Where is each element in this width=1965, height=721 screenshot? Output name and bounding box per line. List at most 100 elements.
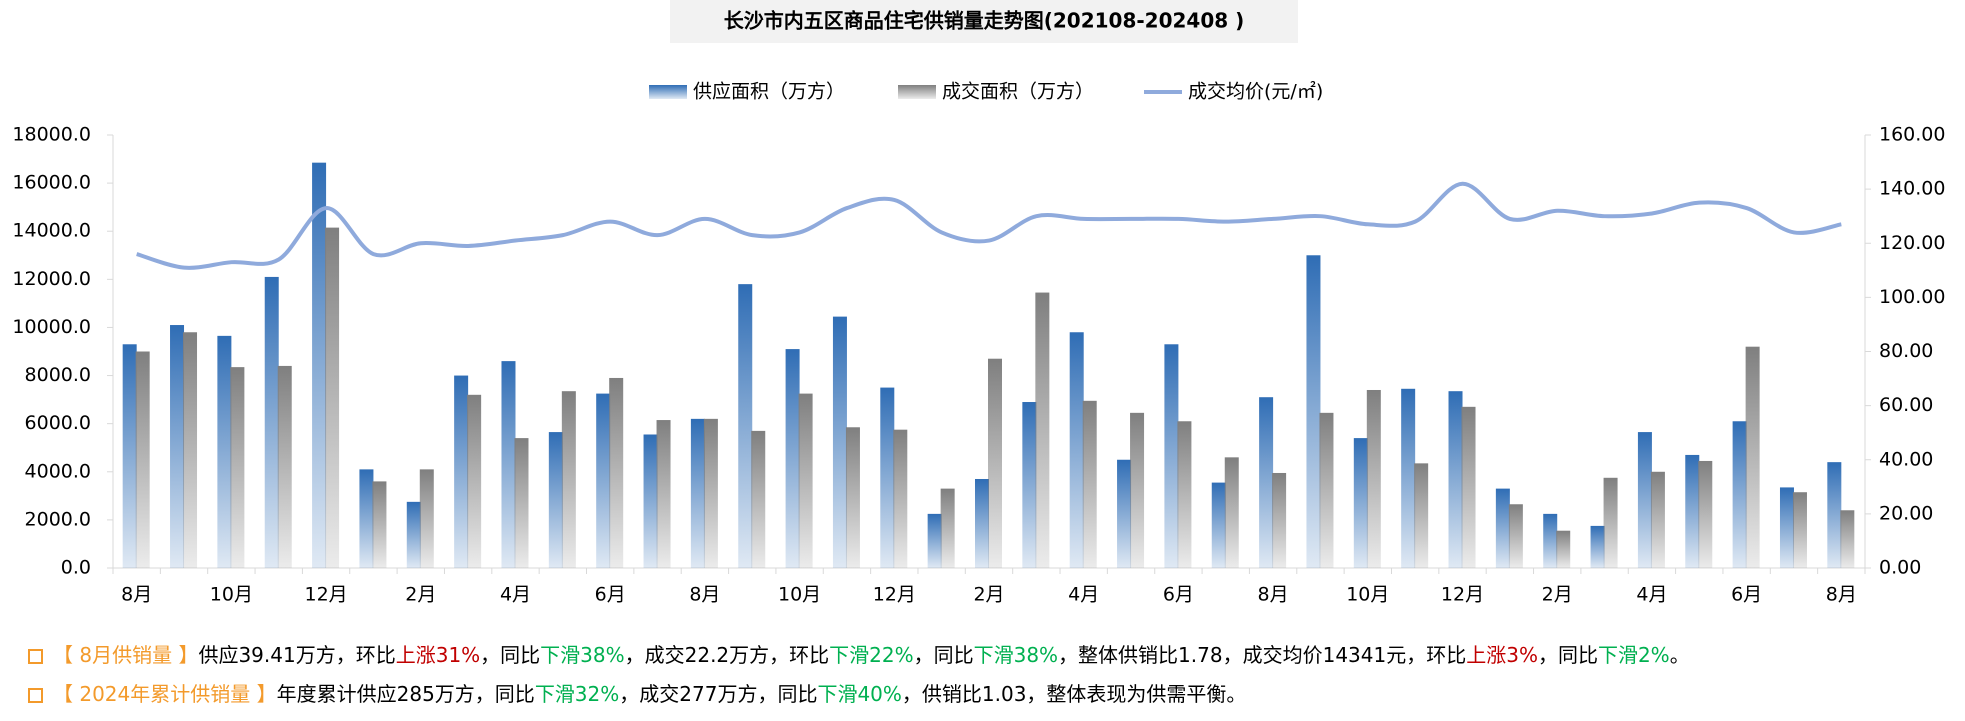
price-line	[136, 181, 1842, 270]
bar	[1211, 482, 1226, 568]
bar	[975, 478, 989, 568]
x-tick-label: 4月	[1068, 584, 1099, 606]
bar	[264, 276, 279, 568]
y-tick-label: 16000.0	[12, 172, 91, 194]
x-tick-label: 12月	[304, 584, 347, 606]
bar	[1272, 472, 1287, 568]
bar	[1732, 421, 1747, 568]
y2-tick-label: 120.00	[1879, 232, 1945, 254]
x-tick-label: 12月	[1441, 584, 1484, 606]
bar	[1035, 292, 1050, 568]
bar	[1401, 388, 1416, 568]
note-text: ，同比	[913, 643, 974, 667]
bar	[845, 427, 860, 568]
x-tick-label: 2月	[405, 584, 436, 606]
y-tick-label: 12000.0	[12, 268, 91, 290]
note-text: 【 2024年累计供销量 】	[53, 682, 277, 706]
bar	[1637, 432, 1652, 568]
bar	[170, 325, 185, 568]
bar	[312, 162, 327, 569]
note-text: ，同比	[1537, 643, 1598, 667]
x-tick-label: 8月	[1258, 584, 1289, 606]
bar	[359, 469, 374, 568]
y2-tick-label: 0.00	[1879, 557, 1921, 579]
bar	[217, 335, 232, 568]
bar	[1448, 391, 1463, 568]
y2-tick-label: 20.00	[1879, 502, 1933, 524]
bar	[703, 418, 718, 568]
legend-swatch	[649, 85, 687, 99]
note-text: 下滑40%	[817, 682, 902, 706]
note-line: 【 8月供销量 】供应39.41万方，环比上涨31%，同比下滑38%，成交22.…	[28, 636, 1948, 675]
y-tick-label: 2000.0	[25, 508, 91, 530]
note-text: ，整体供销比1.78，成交均价14341元，环比	[1058, 643, 1467, 667]
bar	[1603, 477, 1618, 568]
bar	[454, 375, 469, 568]
y2-tick-label: 40.00	[1879, 448, 1933, 470]
x-tick-label: 6月	[1731, 584, 1762, 606]
note-text: 年度累计供应285万方，同比	[276, 682, 535, 706]
bar	[1117, 459, 1132, 568]
bar	[1306, 255, 1321, 568]
bar	[751, 430, 766, 568]
legend-swatch	[898, 85, 936, 99]
bar	[1130, 412, 1145, 568]
x-tick-label: 8月	[121, 584, 152, 606]
bar	[1556, 530, 1571, 568]
bar	[988, 358, 1002, 568]
bar	[122, 344, 137, 568]
bar	[419, 469, 434, 568]
bar	[1685, 454, 1700, 568]
y2-tick-label: 60.00	[1879, 394, 1933, 416]
bar	[1792, 492, 1807, 568]
note-text: 下滑38%	[540, 643, 625, 667]
note-text: ，成交22.2万方，环比	[624, 643, 830, 667]
note-text: ，同比	[480, 643, 541, 667]
bar	[135, 351, 150, 568]
x-tick-label: 8月	[689, 584, 720, 606]
note-text: 下滑22%	[829, 643, 914, 667]
legend-label: 供应面积（万方）	[693, 81, 845, 103]
bar	[880, 387, 895, 568]
bar	[1259, 397, 1274, 568]
bar	[1650, 471, 1665, 568]
y2-tick-label: 100.00	[1879, 286, 1945, 308]
bar	[1590, 525, 1605, 568]
bar	[832, 316, 847, 568]
notes: 【 8月供销量 】供应39.41万方，环比上涨31%，同比下滑38%，成交22.…	[28, 636, 1948, 714]
x-tick-label: 2月	[973, 584, 1004, 606]
bar	[609, 377, 624, 568]
note-text: ，成交277万方，同比	[619, 682, 818, 706]
y-tick-label: 0.0	[61, 557, 91, 579]
bar	[1177, 421, 1192, 568]
title-box	[670, 0, 1298, 43]
bar	[1543, 513, 1558, 568]
bar	[798, 393, 813, 568]
note-text: 下滑2%	[1597, 643, 1670, 667]
bar	[1779, 487, 1794, 568]
bar	[1508, 504, 1523, 568]
bar	[1069, 332, 1084, 568]
note-text: 上涨3%	[1466, 643, 1538, 667]
y2-tick-label: 160.00	[1879, 124, 1945, 146]
y-tick-label: 6000.0	[25, 412, 91, 434]
bar	[561, 391, 576, 568]
x-tick-label: 2月	[1542, 584, 1573, 606]
x-tick-label: 4月	[1636, 584, 1667, 606]
chart-title: 长沙市内五区商品住宅供销量走势图(202108-202408 )	[724, 9, 1245, 33]
bar	[183, 332, 198, 568]
bar	[1164, 344, 1179, 568]
bar	[230, 367, 245, 568]
y-tick-label: 8000.0	[25, 364, 91, 386]
bar	[1840, 510, 1855, 568]
bar	[1827, 462, 1842, 568]
bar	[1082, 400, 1097, 568]
x-tick-label: 12月	[873, 584, 916, 606]
bar	[1366, 389, 1381, 568]
page: {"chart_data": {"type": "bar_line", "tit…	[12, 0, 1946, 706]
note-text: 。	[1669, 643, 1690, 667]
note-text: 【 8月供销量 】	[53, 643, 199, 667]
y2-tick-label: 140.00	[1879, 178, 1945, 200]
bar	[325, 227, 340, 568]
x-tick-label: 8月	[1826, 584, 1857, 606]
